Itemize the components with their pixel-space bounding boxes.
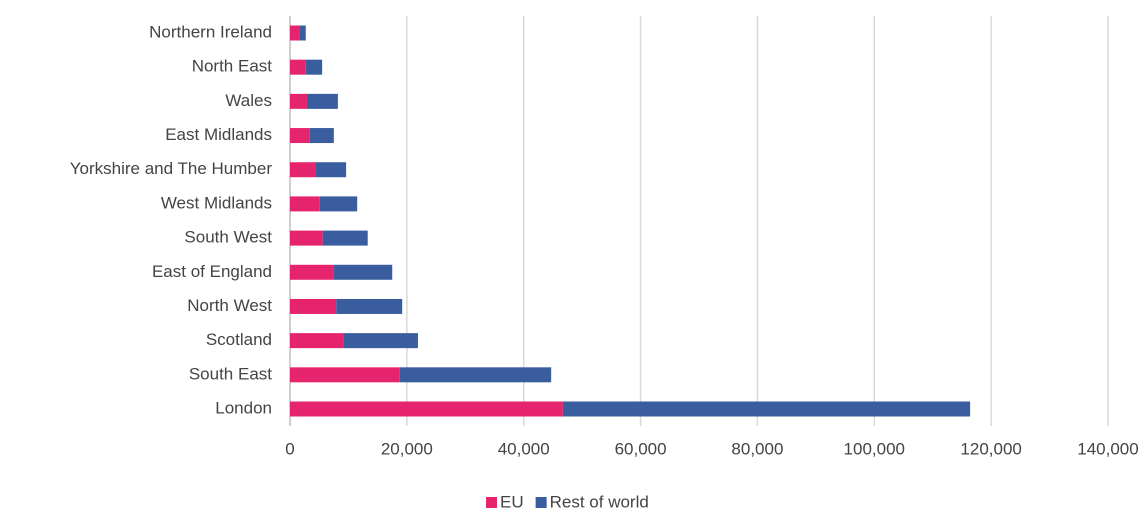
bar bbox=[333, 264, 393, 280]
bar bbox=[315, 162, 347, 178]
legend-label: EU bbox=[500, 492, 524, 511]
y-tick-label: Northern Ireland bbox=[149, 22, 272, 41]
x-tick-label: 20,000 bbox=[381, 439, 433, 458]
y-tick-label: West Midlands bbox=[161, 193, 272, 212]
y-tick-label: North West bbox=[187, 296, 272, 315]
bar bbox=[290, 401, 563, 417]
bar bbox=[305, 59, 323, 75]
bar bbox=[290, 230, 323, 246]
bar bbox=[309, 128, 334, 144]
y-tick-label: South East bbox=[189, 364, 272, 383]
bar bbox=[290, 128, 310, 144]
bar bbox=[562, 401, 971, 417]
legend-label: Rest of world bbox=[550, 492, 649, 511]
legend-swatch bbox=[535, 497, 547, 508]
y-tick-label: North East bbox=[192, 57, 273, 76]
bar bbox=[306, 93, 338, 109]
x-tick-label: 60,000 bbox=[615, 439, 667, 458]
bar bbox=[299, 25, 306, 41]
bar bbox=[399, 367, 552, 383]
y-tick-label: London bbox=[215, 398, 272, 417]
legend-swatch bbox=[486, 497, 497, 508]
bar bbox=[290, 298, 337, 314]
y-tick-label: Scotland bbox=[206, 330, 272, 349]
y-tick-label: East Midlands bbox=[165, 125, 272, 144]
bar bbox=[290, 162, 316, 178]
y-tick-label: East of England bbox=[152, 262, 272, 281]
y-tick-label: Wales bbox=[225, 91, 272, 110]
x-tick-label: 80,000 bbox=[731, 439, 783, 458]
y-tick-label: South West bbox=[184, 228, 272, 247]
x-tick-label: 0 bbox=[285, 439, 294, 458]
bar bbox=[290, 367, 400, 383]
x-tick-label: 100,000 bbox=[844, 439, 905, 458]
bar bbox=[290, 196, 320, 212]
bar bbox=[319, 196, 358, 212]
bar bbox=[290, 59, 306, 75]
y-tick-label: Yorkshire and The Humber bbox=[70, 159, 273, 178]
bar bbox=[290, 93, 307, 109]
x-tick-label: 40,000 bbox=[498, 439, 550, 458]
bar bbox=[322, 230, 368, 246]
bar bbox=[290, 25, 300, 41]
bar bbox=[343, 333, 418, 349]
bar bbox=[290, 333, 344, 349]
x-tick-label: 120,000 bbox=[960, 439, 1021, 458]
x-tick-label: 140,000 bbox=[1077, 439, 1138, 458]
bar bbox=[336, 298, 403, 314]
bar bbox=[290, 264, 334, 280]
